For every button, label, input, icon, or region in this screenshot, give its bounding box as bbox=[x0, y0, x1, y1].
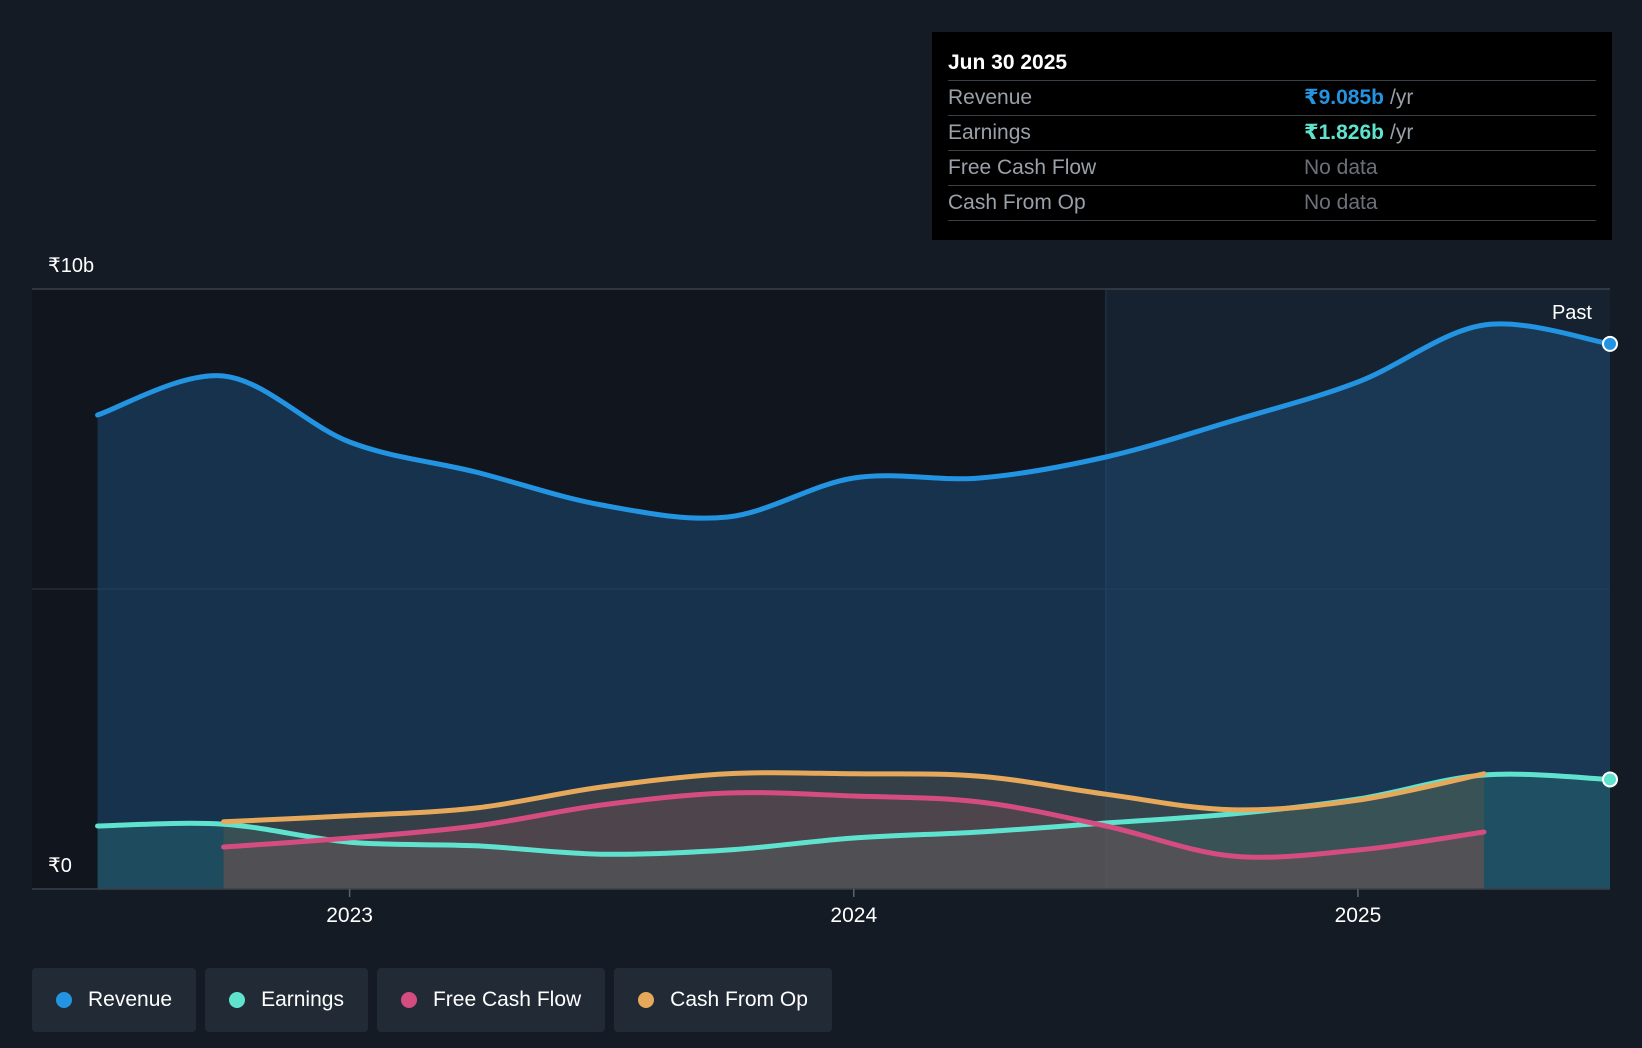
legend: Revenue Earnings Free Cash Flow Cash Fro… bbox=[32, 968, 832, 1032]
legend-dot-icon bbox=[400, 992, 417, 1008]
tooltip-row-free-cash-flow: Free Cash Flow No data bbox=[948, 151, 1596, 186]
tooltip-nodata: No data bbox=[1304, 191, 1378, 214]
tooltip-row-cash-from-op: Cash From Op No data bbox=[948, 186, 1596, 221]
tooltip-date: Jun 30 2025 bbox=[948, 46, 1596, 81]
line-free-cash-flow bbox=[221, 790, 1487, 860]
x-tick-label-2023: 2023 bbox=[326, 904, 373, 927]
legend-label: Earnings bbox=[261, 988, 344, 1011]
line-cash-from-op bbox=[221, 770, 1487, 825]
tooltip-label: Cash From Op bbox=[948, 191, 1086, 214]
endpoint-revenue bbox=[1602, 335, 1618, 352]
tooltip-label: Revenue bbox=[948, 86, 1033, 109]
legend-item-revenue[interactable]: Revenue bbox=[32, 968, 197, 1032]
area-cash-from-op bbox=[223, 772, 1484, 889]
area-earnings bbox=[97, 774, 1611, 889]
legend-item-earnings[interactable]: Earnings bbox=[205, 968, 368, 1032]
past-label: Past bbox=[1552, 302, 1592, 324]
legend-dot-icon bbox=[56, 992, 72, 1008]
tooltip-label: Earnings bbox=[948, 121, 1031, 144]
legend-item-cash-from-op[interactable]: Cash From Op bbox=[614, 968, 832, 1032]
tooltip-label: Free Cash Flow bbox=[948, 156, 1097, 179]
tooltip-row-revenue: Revenue ₹9.085b /yr bbox=[948, 81, 1596, 116]
tooltip-row-earnings: Earnings ₹1.826b /yr bbox=[948, 116, 1596, 151]
tooltip-value: ₹1.826b bbox=[1304, 121, 1384, 144]
x-tick-label-2024: 2024 bbox=[830, 904, 877, 927]
legend-dot-icon bbox=[638, 992, 655, 1008]
tooltip-unit: /yr bbox=[1390, 121, 1414, 144]
legend-label: Free Cash Flow bbox=[432, 988, 582, 1011]
legend-dot-icon bbox=[229, 992, 246, 1008]
tooltip-unit: /yr bbox=[1390, 86, 1414, 109]
area-revenue bbox=[97, 323, 1611, 889]
legend-item-free-cash-flow[interactable]: Free Cash Flow bbox=[376, 968, 606, 1032]
legend-label: Cash From Op bbox=[670, 988, 808, 1011]
legend-label: Revenue bbox=[88, 988, 173, 1011]
x-tick-label-2025: 2025 bbox=[1335, 904, 1382, 927]
y-tick-label-bottom: ₹0 bbox=[48, 855, 72, 877]
line-revenue bbox=[95, 321, 1613, 521]
tooltip-nodata: No data bbox=[1304, 156, 1378, 179]
endpoint-earnings bbox=[1602, 771, 1618, 788]
tooltip: Jun 30 2025 Revenue ₹9.085b /yr Earnings… bbox=[932, 32, 1612, 240]
tooltip-value: ₹9.085b bbox=[1304, 86, 1384, 109]
y-tick-label-top: ₹10b bbox=[48, 255, 94, 277]
